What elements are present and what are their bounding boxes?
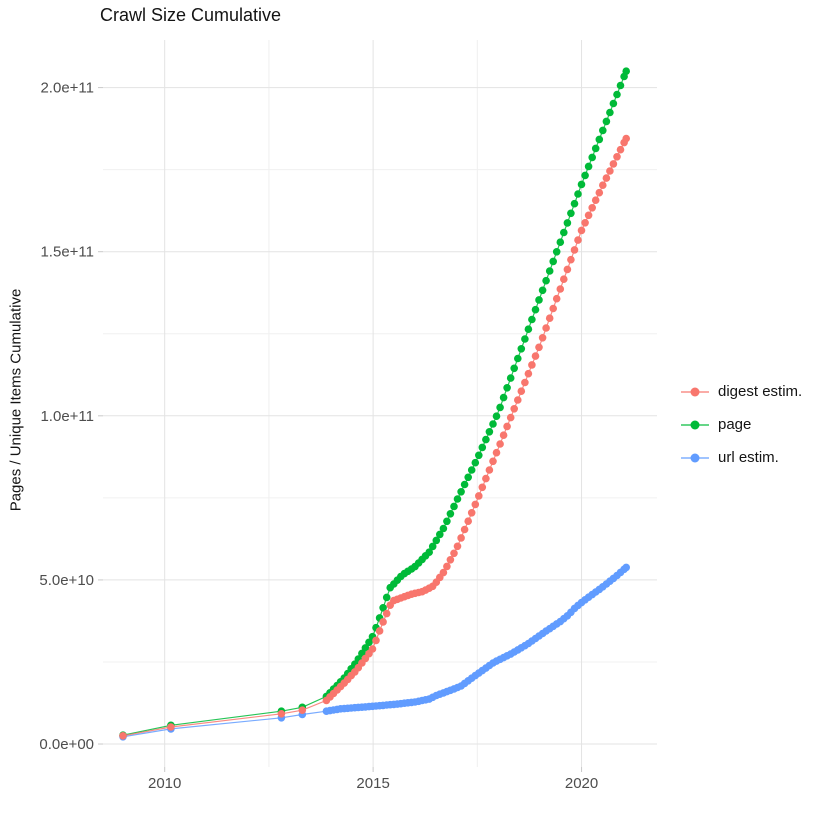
legend-label-page: page — [718, 416, 752, 433]
legend-key-digest-icon — [681, 387, 709, 396]
y-tick-label: 1.0e+11 — [40, 408, 94, 425]
y-axis-ticks: 0.0e+00 5.0e+10 1.0e+11 1.5e+11 2.0e+11 — [39, 80, 103, 753]
gridlines-major — [103, 40, 657, 767]
chart-title: Crawl Size Cumulative — [100, 5, 282, 25]
legend-item-page: page — [680, 408, 802, 441]
legend-item-url: url estim. — [680, 441, 802, 474]
x-axis-ticks: 2010 2015 2020 — [148, 767, 598, 792]
series-url — [119, 563, 630, 741]
y-tick-label: 0.0e+00 — [39, 736, 94, 753]
legend: digest estim. page url estim. — [680, 375, 802, 474]
series-url-points — [119, 563, 630, 741]
x-tick-label: 2015 — [356, 775, 389, 792]
x-tick-label: 2020 — [565, 775, 598, 792]
legend-key-url-icon — [681, 453, 709, 462]
legend-key-page-icon — [681, 420, 709, 429]
y-tick-label: 5.0e+10 — [39, 572, 94, 589]
x-tick-label: 2010 — [148, 775, 181, 792]
series-digest — [119, 134, 630, 740]
y-axis-title: Pages / Unique Items Cumulative — [7, 288, 25, 512]
y-tick-label: 2.0e+11 — [40, 80, 94, 97]
y-tick-label: 1.5e+11 — [40, 244, 94, 261]
gridlines-minor — [103, 40, 657, 767]
legend-label-url: url estim. — [718, 449, 779, 466]
series-digest-points — [119, 134, 630, 740]
legend-label-digest: digest estim. — [718, 383, 803, 400]
legend-item-digest: digest estim. — [680, 375, 802, 408]
